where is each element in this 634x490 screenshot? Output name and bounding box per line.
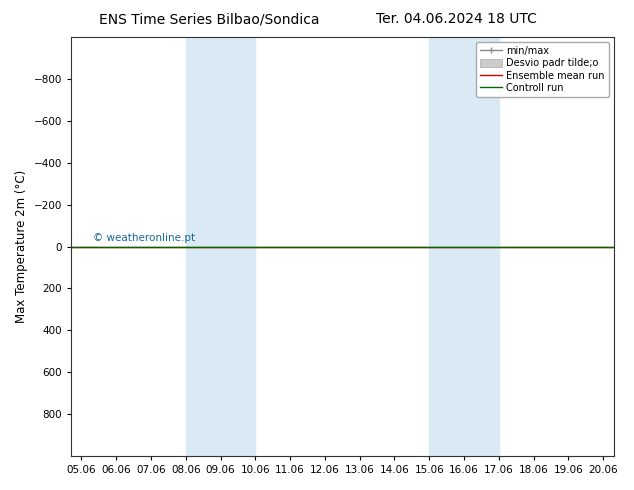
Text: © weatheronline.pt: © weatheronline.pt [93,233,195,243]
Y-axis label: Max Temperature 2m (°C): Max Temperature 2m (°C) [15,170,28,323]
Text: Ter. 04.06.2024 18 UTC: Ter. 04.06.2024 18 UTC [376,12,537,26]
Bar [186,37,256,456]
Bar [429,37,499,456]
Legend: min/max, Desvio padr tilde;o, Ensemble mean run, Controll run: min/max, Desvio padr tilde;o, Ensemble m… [476,42,609,97]
Text: ENS Time Series Bilbao/Sondica: ENS Time Series Bilbao/Sondica [99,12,320,26]
